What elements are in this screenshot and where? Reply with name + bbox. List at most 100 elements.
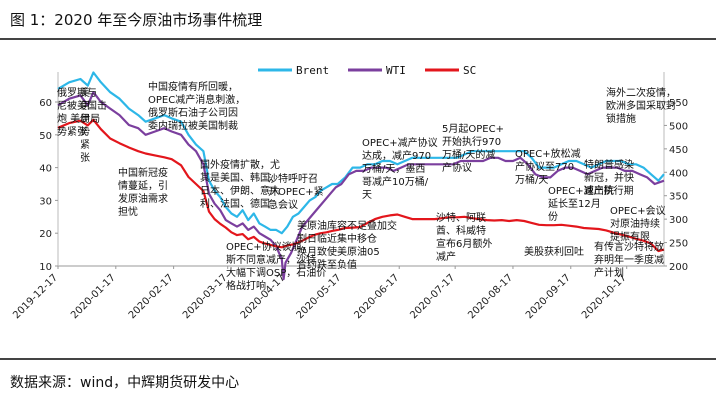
annotation-1: 势: [80, 125, 90, 138]
x-tick-label: 2020-09-17: [524, 272, 573, 321]
annotation-1: 美: [80, 86, 90, 99]
x-tick-label: 2020-08-17: [466, 272, 515, 321]
right-tick-label: 350: [669, 192, 688, 203]
annotation-1: 张: [80, 152, 90, 164]
annotation-7: 格战打响: [226, 279, 266, 292]
annotation-14: 延长至12月: [548, 198, 601, 210]
right-tick-label: 300: [669, 215, 688, 226]
x-tick-label: 2019-12-17: [11, 272, 60, 321]
annotation-10: 5月起OPEC+: [442, 123, 504, 135]
annotation-9: 哥减产10万桶/: [362, 175, 429, 188]
annotation-17: 对原油持续: [610, 217, 660, 230]
annotation-4: 委内瑞拉被美国制裁: [148, 119, 238, 132]
annotation-13: 美股获利回吐: [524, 245, 584, 258]
x-tick-label: 2020-05-17: [295, 272, 344, 321]
annotation-16: 锁措施: [606, 112, 636, 125]
annotation-8: 割日临近集中移仓: [297, 232, 377, 245]
right-tick-label: 400: [669, 168, 688, 179]
annotation-18: 弃明年一季度减: [594, 253, 664, 266]
annotation-9: OPEC+减产协议: [362, 136, 438, 149]
x-tick-label: 2020-04-17: [239, 272, 288, 321]
oil-events-chart: 10 20 30 40 50 60 200 250 300 350 400 450 500 550 2019…: [11, 64, 688, 321]
annotation-2: 尼被美国击: [57, 99, 107, 112]
annotation-2: 势紧张: [57, 125, 87, 138]
figure-title-bar: 图 1：2020 年至今原油市场事件梳理: [0, 0, 716, 40]
annotation-7: OPEC+协议谈崩，: [226, 240, 312, 253]
annotation-4: OPEC减产消息刺激，: [148, 93, 245, 106]
left-tick-label: 50: [39, 131, 52, 142]
annotation-8: 换月致使美原油05: [297, 245, 380, 258]
legend-label-sc: SC: [463, 64, 476, 77]
legend-label-wti: WTI: [386, 64, 406, 77]
left-tick-label: 10: [39, 262, 52, 273]
annotation-6: 开OPEC+紧: [268, 186, 324, 198]
annotation-3: 中国新冠疫: [118, 166, 168, 179]
left-tick-label: 20: [39, 229, 52, 240]
annotation-8: 美原油库容不足叠加交: [297, 219, 397, 232]
annotation-6: 急会议: [268, 198, 298, 211]
annotation-2: 俄罗斯与: [57, 86, 97, 99]
right-tick-label: 250: [669, 239, 688, 250]
annotation-11: 沙特、阿联: [436, 212, 486, 224]
annotation-15: 特朗普感染: [584, 158, 634, 171]
x-tick-label: 2020-03-17: [181, 272, 230, 321]
left-tick-label: 40: [39, 164, 52, 175]
annotation-9: 天: [362, 190, 372, 201]
annotation-1: 伊: [80, 100, 90, 112]
x-tick-label: 2020-10-17: [580, 272, 629, 321]
x-tick-label: 2020-01-17: [69, 272, 118, 321]
annotation-17: OPEC+会议: [610, 204, 666, 217]
annotation-18: 有传言沙特将放: [594, 240, 664, 253]
annotation-11: 酋、科威特: [436, 224, 486, 237]
right-tick-label: 550: [669, 98, 688, 109]
annotation-7: 大幅下调OSP，石油价: [226, 266, 326, 279]
annotation-10: 万桶/天的减: [442, 148, 495, 161]
annotation-3: 发原油需求: [118, 192, 168, 205]
data-source: 数据来源：wind，中辉期货研发中心: [10, 375, 240, 391]
annotation-11: 宣布6月额外: [436, 237, 492, 250]
annotation-14: OPEC+减产执行期: [548, 184, 634, 197]
annotation-4: 俄罗斯石油子公司因: [148, 106, 238, 119]
right-tick-label: 200: [669, 262, 688, 273]
annotation-16: 海外二次疫情，: [606, 86, 676, 99]
right-tick-label: 500: [669, 121, 688, 132]
annotation-10: 开始执行970: [442, 135, 501, 148]
right-tick-label: 450: [669, 145, 688, 156]
annotation-6: 沙特呼吁召: [268, 173, 318, 185]
x-tick-label: 2020-07-17: [408, 272, 457, 321]
annotation-12: 产协议至770: [515, 160, 574, 173]
legend-label-brent: Brent: [296, 64, 329, 77]
annotation-16: 欧洲多国采取封: [606, 99, 676, 112]
x-tick-label: 2020-02-17: [127, 272, 176, 321]
annotation-15: 速出院: [584, 184, 614, 197]
annotation-17: 提振有限: [610, 230, 650, 243]
annotation-5: 利、法国、德国: [200, 197, 270, 210]
annotation-18: 产计划: [594, 266, 624, 279]
annotation-11: 减产: [436, 250, 456, 263]
annotation-4: 中国疫情有所回暖，: [148, 80, 238, 93]
annotation-9: 万桶/天，墨西: [362, 162, 425, 175]
figure-title: 图 1：2020 年至今原油市场事件梳理: [10, 11, 263, 29]
annotation-12: 万桶/天: [515, 173, 548, 186]
series-line-wti: [57, 91, 665, 281]
annotation-9: 达成，减产970: [362, 149, 431, 162]
series-line-sc: [57, 118, 665, 253]
source-bar: 数据来源：wind，中辉期货研发中心: [0, 358, 716, 404]
annotation-5: 国外疫情扩散，尤: [200, 158, 280, 171]
annotation-5: 日本、伊朗、意大: [200, 184, 280, 197]
series-line-brent: [57, 71, 665, 235]
left-tick-label: 30: [39, 196, 52, 207]
annotation-3: 担忧: [118, 205, 138, 218]
left-tick-label: 60: [39, 98, 52, 109]
annotation-3: 情蔓延，引: [118, 179, 168, 192]
annotation-2: 炮 美伊局: [57, 112, 100, 125]
annotation-7: 斯不同意减产，沙特: [226, 253, 316, 266]
annotation-15: 新冠，并快: [584, 171, 634, 184]
annotation-12: OPEC+放松减: [515, 147, 581, 160]
annotation-8: 合约跌至负值: [297, 258, 357, 271]
annotation-14: 份: [548, 211, 558, 223]
annotation-10: 产协议: [442, 161, 472, 174]
annotation-5: 其是美国、韩国、: [200, 171, 280, 184]
annotation-1: 局: [80, 113, 90, 125]
annotation-1: 紧: [80, 139, 90, 151]
